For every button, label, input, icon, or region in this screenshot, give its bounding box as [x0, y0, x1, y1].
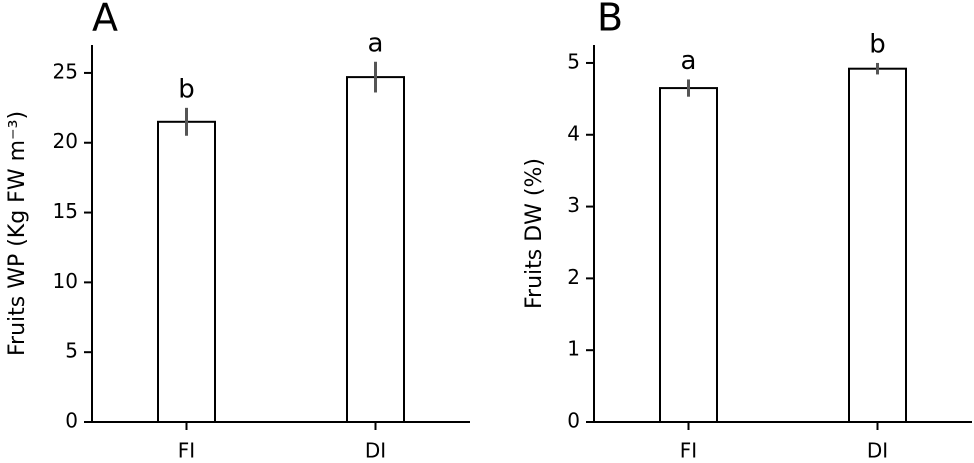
x-tick-label: DI [365, 439, 386, 463]
y-tick-label: 20 [53, 129, 78, 153]
significance-letter: b [869, 29, 886, 59]
significance-letter: b [178, 74, 195, 104]
significance-letter: a [681, 46, 697, 76]
panel-label: A [92, 0, 118, 40]
y-tick-label: 0 [567, 409, 580, 433]
y-tick-label: 3 [567, 193, 580, 217]
panel-label: B [597, 0, 623, 40]
significance-letter: a [368, 28, 384, 58]
bar [157, 120, 216, 423]
bar [848, 67, 907, 423]
y-tick-label: 4 [567, 121, 580, 145]
y-tick-label: 25 [53, 59, 78, 83]
y-tick-label: 1 [567, 337, 580, 361]
x-tick-label: FI [680, 439, 697, 463]
x-tick-label: DI [867, 439, 888, 463]
y-tick-label: 5 [567, 49, 580, 73]
y-tick-label: 2 [567, 265, 580, 289]
y-tick-label: 0 [65, 409, 78, 433]
y-axis-label: Fruits DW (%) [522, 158, 547, 309]
bar [346, 76, 405, 424]
y-axis-label: Fruits WP (Kg FW m⁻³) [5, 111, 30, 356]
y-tick-label: 5 [65, 339, 78, 363]
y-tick-label: 10 [53, 269, 78, 293]
bar [659, 87, 718, 423]
y-tick-label: 15 [53, 199, 78, 223]
x-tick-label: FI [178, 439, 195, 463]
